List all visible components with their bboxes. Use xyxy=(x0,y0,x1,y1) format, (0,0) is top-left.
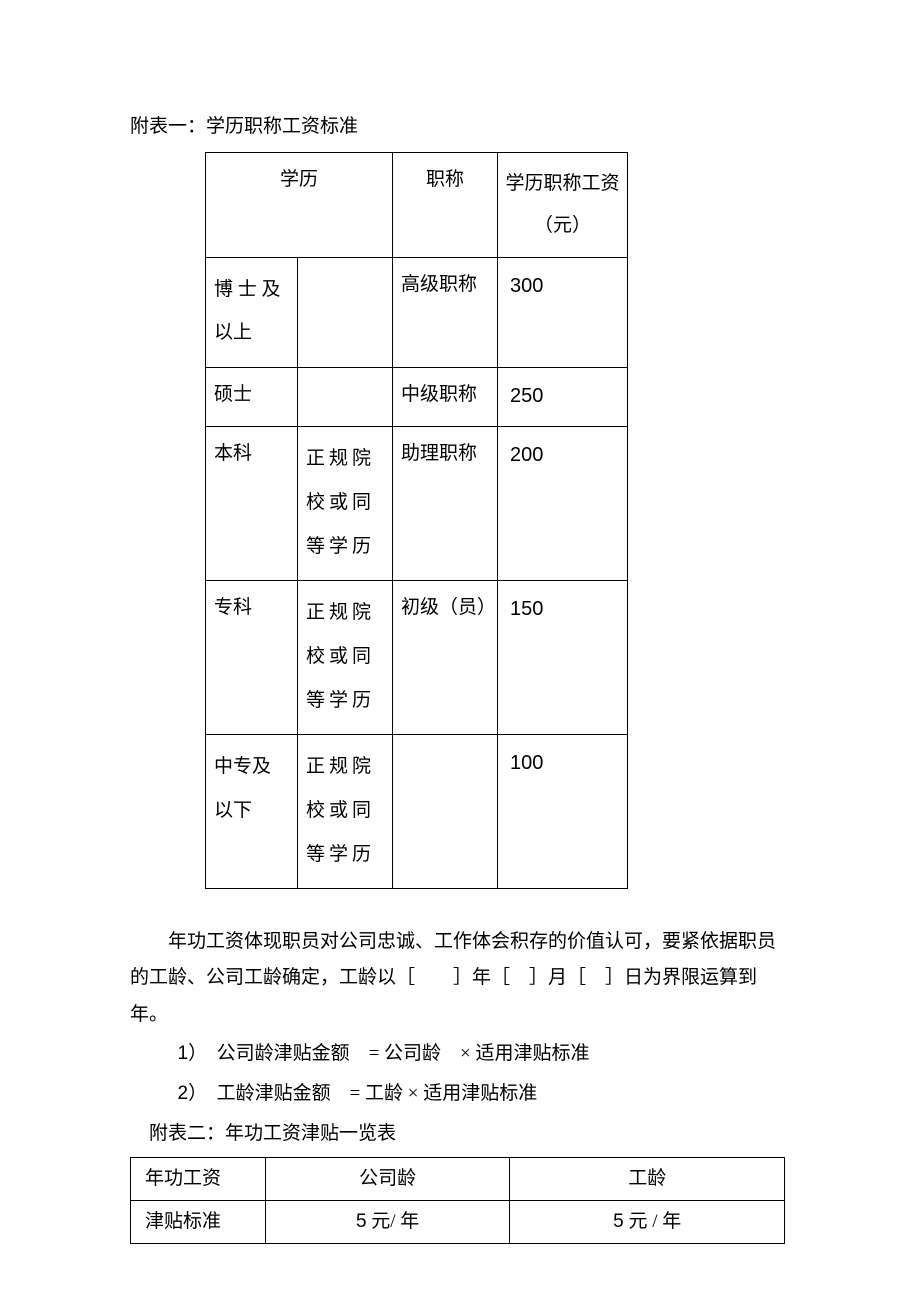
table2-data-row: 津贴标准 5 元/ 年 5 元 / 年 xyxy=(131,1201,785,1244)
table1-row: 专科 正规院校或同等学历 初级（员） 150 xyxy=(206,581,628,735)
header-salary: 学历职称工资（元） xyxy=(498,153,628,258)
header-title: 职称 xyxy=(393,153,498,258)
table1-row: 硕士 中级职称 250 xyxy=(206,368,628,427)
table2-header-cell: 公司龄 xyxy=(265,1157,510,1200)
title-cell: 中级职称 xyxy=(393,368,498,427)
edu-cell: 硕士 xyxy=(206,368,298,427)
edu-note-cell: 正规院校或同等学历 xyxy=(298,427,393,581)
salary-cell: 150 xyxy=(498,581,628,735)
edu-cell: 博 士 及以上 xyxy=(206,257,298,367)
list-number: 2 xyxy=(178,1083,189,1104)
list-text: ） 公司龄津贴金额 = 公司龄 × 适用津贴标准 xyxy=(188,1043,589,1064)
table2-title: 附表二：年功工资津贴一览表 xyxy=(130,1117,790,1151)
list-number: 1 xyxy=(178,1043,189,1064)
value-number: 5 xyxy=(356,1211,367,1232)
table2-header-cell: 年功工资 xyxy=(131,1157,266,1200)
table2-header-row: 年功工资 公司龄 工龄 xyxy=(131,1157,785,1200)
education-salary-table: 学历 职称 学历职称工资（元） 博 士 及以上 高级职称 300 硕士 中级职称… xyxy=(205,152,628,889)
edu-cell: 中专及以下 xyxy=(206,735,298,889)
list-item-1: 1） 公司龄津贴金额 = 公司龄 × 适用津贴标准 xyxy=(130,1035,790,1073)
salary-cell: 250 xyxy=(498,368,628,427)
table1-row: 中专及以下 正规院校或同等学历 100 xyxy=(206,735,628,889)
title-cell: 初级（员） xyxy=(393,581,498,735)
edu-note-cell: 正规院校或同等学历 xyxy=(298,735,393,889)
table1-row: 本科 正规院校或同等学历 助理职称 200 xyxy=(206,427,628,581)
table2-value-cell: 5 元 / 年 xyxy=(510,1201,785,1244)
salary-cell: 100 xyxy=(498,735,628,889)
table1-header-row: 学历 职称 学历职称工资（元） xyxy=(206,153,628,258)
allowance-table: 年功工资 公司龄 工龄 津贴标准 5 元/ 年 5 元 / 年 xyxy=(130,1157,785,1244)
table2-value-cell: 5 元/ 年 xyxy=(265,1201,510,1244)
header-education: 学历 xyxy=(206,153,393,258)
title-cell: 高级职称 xyxy=(393,257,498,367)
table1-title: 附表一：学历职称工资标准 xyxy=(130,110,790,144)
list-item-2: 2） 工龄津贴金额 = 工龄 × 适用津贴标准 xyxy=(130,1075,790,1113)
value-number: 5 xyxy=(613,1211,624,1232)
table1-row: 博 士 及以上 高级职称 300 xyxy=(206,257,628,367)
edu-cell: 专科 xyxy=(206,581,298,735)
title-cell xyxy=(393,735,498,889)
edu-note-cell: 正规院校或同等学历 xyxy=(298,581,393,735)
salary-cell: 200 xyxy=(498,427,628,581)
table2-label-cell: 津贴标准 xyxy=(131,1201,266,1244)
edu-note-cell xyxy=(298,257,393,367)
title-cell: 助理职称 xyxy=(393,427,498,581)
description-paragraph: 年功工资体现职员对公司忠诚、工作体会积存的价值认可，要紧依据职员的工龄、公司工龄… xyxy=(130,924,790,1032)
table2-header-cell: 工龄 xyxy=(510,1157,785,1200)
list-text: ） 工龄津贴金额 = 工龄 × 适用津贴标准 xyxy=(188,1083,537,1104)
salary-cell: 300 xyxy=(498,257,628,367)
edu-cell: 本科 xyxy=(206,427,298,581)
value-unit: 元 / 年 xyxy=(624,1211,682,1232)
value-unit: 元/ 年 xyxy=(367,1211,420,1232)
edu-note-cell xyxy=(298,368,393,427)
